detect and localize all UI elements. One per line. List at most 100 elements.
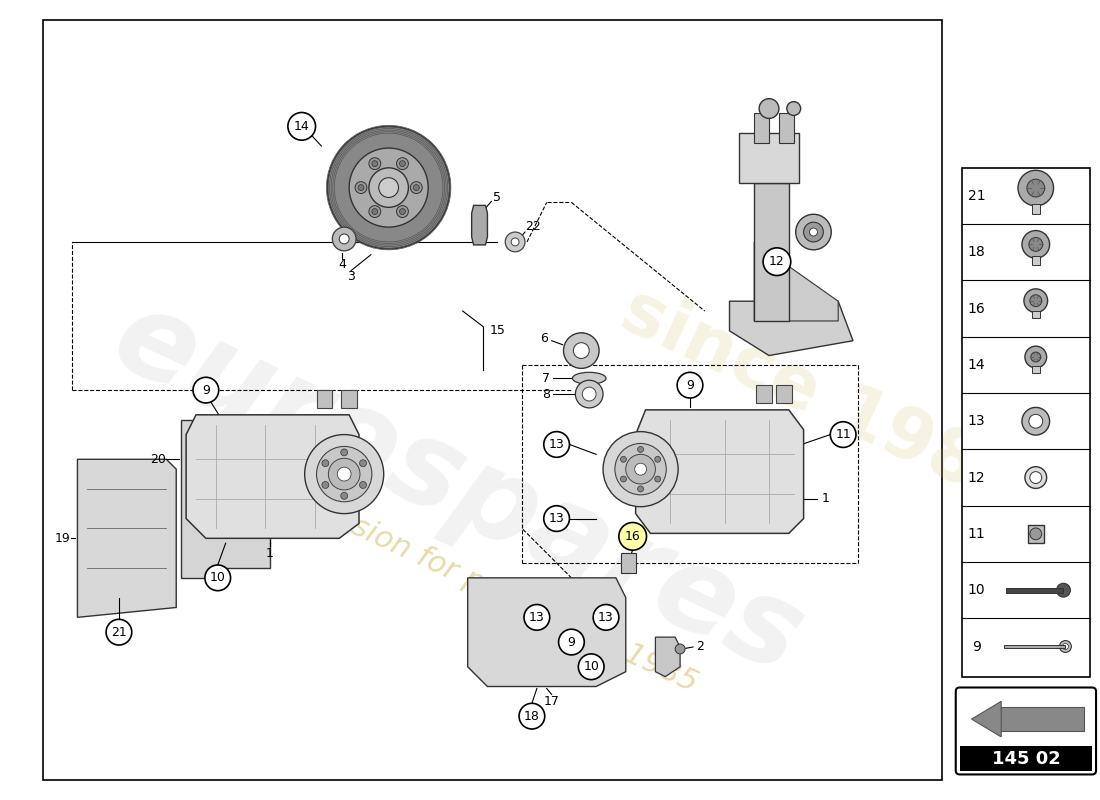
Circle shape <box>332 227 356 251</box>
Text: 3: 3 <box>348 270 355 283</box>
Text: 13: 13 <box>549 438 564 451</box>
Text: 8: 8 <box>541 387 550 401</box>
Polygon shape <box>755 114 769 143</box>
Bar <box>1032 310 1040 318</box>
Polygon shape <box>755 242 838 321</box>
Circle shape <box>512 238 519 246</box>
Text: 20: 20 <box>151 453 166 466</box>
Circle shape <box>1059 641 1071 653</box>
Circle shape <box>1031 352 1041 362</box>
Bar <box>1004 645 1066 649</box>
Circle shape <box>328 126 450 249</box>
Circle shape <box>378 178 398 198</box>
Circle shape <box>603 432 678 506</box>
Ellipse shape <box>572 372 606 384</box>
Circle shape <box>1056 583 1070 597</box>
Circle shape <box>543 432 570 458</box>
Circle shape <box>397 158 408 170</box>
Text: 6: 6 <box>540 332 548 346</box>
Circle shape <box>414 185 419 190</box>
Circle shape <box>573 342 590 358</box>
Circle shape <box>192 378 219 403</box>
Circle shape <box>1022 407 1049 435</box>
Circle shape <box>1063 643 1068 650</box>
Text: since 1985: since 1985 <box>610 276 1036 524</box>
Polygon shape <box>472 206 487 245</box>
Text: a passion for parts since 1985: a passion for parts since 1985 <box>273 477 703 698</box>
Text: 5: 5 <box>493 191 502 204</box>
Circle shape <box>288 113 316 140</box>
Bar <box>1032 256 1040 265</box>
Circle shape <box>358 185 364 190</box>
Circle shape <box>1030 294 1042 306</box>
Polygon shape <box>999 707 1085 731</box>
Text: 12: 12 <box>769 255 784 268</box>
Circle shape <box>1025 466 1046 489</box>
Circle shape <box>795 214 832 250</box>
Text: 10: 10 <box>968 583 986 597</box>
Circle shape <box>1028 414 1043 428</box>
Text: 12: 12 <box>968 470 986 485</box>
Circle shape <box>355 182 367 194</box>
Circle shape <box>1022 230 1049 258</box>
Circle shape <box>360 460 366 466</box>
Circle shape <box>543 506 570 531</box>
Circle shape <box>675 644 685 654</box>
Circle shape <box>505 232 525 252</box>
Polygon shape <box>729 302 852 355</box>
Circle shape <box>399 209 406 214</box>
Text: 16: 16 <box>968 302 986 316</box>
Polygon shape <box>468 578 626 686</box>
Text: 2: 2 <box>696 641 704 654</box>
Polygon shape <box>77 459 176 618</box>
Circle shape <box>368 206 381 218</box>
Circle shape <box>1024 289 1047 313</box>
Circle shape <box>397 206 408 218</box>
Circle shape <box>372 161 377 166</box>
Text: 11: 11 <box>835 428 851 441</box>
Text: 1: 1 <box>266 546 274 560</box>
Circle shape <box>593 605 619 630</box>
Text: 18: 18 <box>524 710 540 722</box>
Text: 21: 21 <box>111 626 126 638</box>
Polygon shape <box>656 637 680 677</box>
Circle shape <box>786 102 801 115</box>
Circle shape <box>399 161 406 166</box>
Text: 14: 14 <box>294 120 309 133</box>
Circle shape <box>322 482 329 489</box>
Circle shape <box>1025 346 1046 368</box>
Circle shape <box>620 456 626 462</box>
Polygon shape <box>971 702 1001 737</box>
Polygon shape <box>739 134 799 182</box>
Text: 15: 15 <box>490 324 505 338</box>
Text: 11: 11 <box>968 527 986 541</box>
Circle shape <box>322 460 329 466</box>
Circle shape <box>619 522 647 550</box>
Circle shape <box>205 565 231 590</box>
Polygon shape <box>317 390 332 408</box>
Circle shape <box>1028 238 1043 251</box>
Bar <box>1006 588 1064 593</box>
Bar <box>1027 525 1044 542</box>
Text: 13: 13 <box>529 611 544 624</box>
Circle shape <box>804 222 824 242</box>
Circle shape <box>810 228 817 236</box>
Circle shape <box>626 454 656 484</box>
Text: 10: 10 <box>210 571 225 584</box>
Circle shape <box>341 449 348 456</box>
Circle shape <box>349 148 428 227</box>
Text: 13: 13 <box>598 611 614 624</box>
Circle shape <box>317 446 372 502</box>
Text: 7: 7 <box>541 372 550 385</box>
Circle shape <box>763 248 791 275</box>
Text: eurospares: eurospares <box>96 279 821 698</box>
Circle shape <box>341 492 348 499</box>
Circle shape <box>1027 179 1045 197</box>
Bar <box>961 168 1090 677</box>
Text: 145 02: 145 02 <box>991 750 1060 768</box>
Circle shape <box>368 158 381 170</box>
Text: 17: 17 <box>543 695 560 708</box>
Text: 14: 14 <box>968 358 986 372</box>
Circle shape <box>615 443 667 495</box>
Text: 13: 13 <box>549 512 564 525</box>
